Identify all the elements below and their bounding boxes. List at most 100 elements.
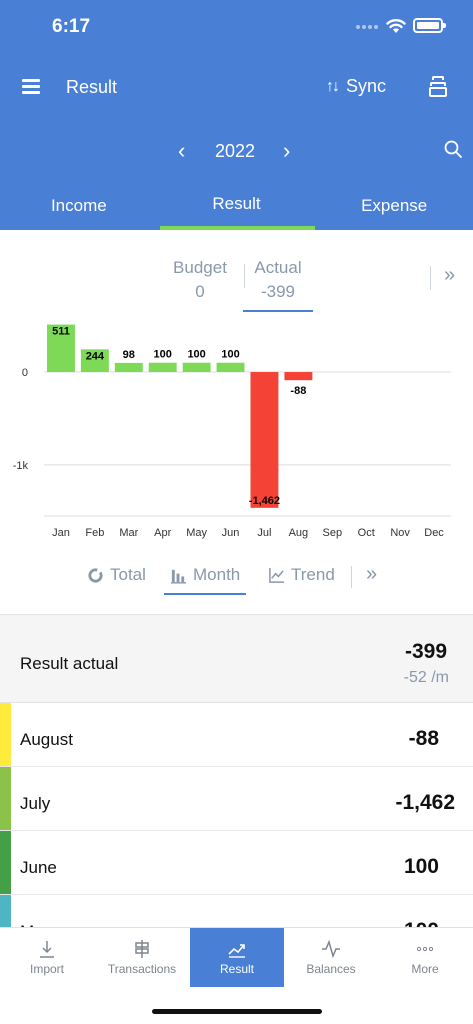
result-summary: Result actual -399 -52 /m (0, 614, 473, 703)
x-tick-label: Nov (390, 527, 410, 539)
tab-result[interactable]: Result (158, 186, 316, 230)
x-tick-label: Jun (222, 527, 240, 539)
data-label: -88 (290, 385, 306, 397)
double-chevron-right-icon[interactable]: » (444, 264, 456, 286)
month-row-june[interactable]: June 100 (0, 831, 473, 895)
x-tick-label: Oct (358, 527, 375, 539)
ellipsis-icon (416, 946, 434, 952)
x-tick-label: May (186, 527, 207, 539)
view-month-option[interactable]: Month (164, 565, 247, 595)
budget-toggle[interactable]: Budget 0 (160, 256, 240, 304)
data-label: 100 (221, 349, 239, 361)
status-time: 6:17 (52, 16, 91, 37)
budget-value: 0 (195, 282, 205, 301)
row-label: August (20, 730, 73, 749)
x-tick-label: Dec (424, 527, 444, 539)
year-label: 2022 (215, 141, 256, 161)
summary-value: -399 (404, 640, 447, 663)
budget-label: Budget (173, 258, 227, 277)
x-tick-label: Feb (85, 527, 104, 539)
month-row-july[interactable]: July -1,462 (0, 767, 473, 831)
tabbar-balances-label: Balances (306, 962, 356, 976)
cellular-signal-icon (356, 25, 380, 31)
tabbar-balances[interactable]: Balances (284, 928, 378, 987)
bar-apr (148, 362, 177, 373)
data-label: 100 (154, 349, 172, 361)
bar-chart-icon (170, 569, 187, 584)
battery-icon (413, 18, 446, 33)
tabbar-transactions-label: Transactions (107, 962, 177, 976)
actual-value: -399 (260, 282, 296, 301)
data-label: 511 (52, 326, 70, 338)
bar-feb (80, 349, 109, 373)
x-tick-label: Jan (52, 527, 70, 539)
toggle-divider (244, 264, 245, 288)
row-value: 100 (403, 855, 439, 878)
y-tick-label: 0 (22, 367, 28, 379)
bottom-tab-bar: Import Transactions Result Balances More (0, 927, 473, 1024)
y-tick-label: -1k (13, 460, 29, 472)
view-total-option[interactable]: Total (87, 565, 146, 585)
wifi-icon (386, 19, 406, 33)
pulse-icon (322, 939, 340, 959)
view-divider (351, 566, 352, 588)
previous-year-chevron-icon[interactable]: ‹ (178, 138, 186, 163)
bar-may (182, 362, 211, 373)
trend-chart-icon (228, 944, 245, 958)
bar-jul (250, 372, 279, 508)
more-divider (430, 266, 431, 290)
home-indicator (152, 1009, 322, 1014)
actual-toggle[interactable]: Actual -399 (243, 256, 313, 312)
data-label: 98 (123, 349, 135, 361)
tab-expense[interactable]: Expense (361, 196, 428, 215)
hamburger-menu-icon[interactable] (22, 79, 40, 94)
bar-jan (47, 324, 75, 373)
tabbar-import[interactable]: Import (0, 928, 94, 987)
row-color-swatch (0, 831, 11, 894)
bar-mar (114, 362, 143, 373)
data-label: 100 (187, 349, 205, 361)
view-trend-label: Trend (291, 565, 335, 584)
x-tick-label: Sep (323, 527, 343, 539)
page-title: Result (66, 77, 118, 97)
tabbar-result[interactable]: Result (190, 928, 284, 987)
row-value: -1,462 (395, 791, 455, 814)
sync-button[interactable]: ↑↓ Sync (326, 76, 386, 97)
tabbar-more[interactable]: More (378, 928, 472, 987)
month-row-august[interactable]: August -88 (0, 703, 473, 767)
x-tick-label: Mar (119, 527, 138, 539)
x-tick-label: Jul (257, 527, 271, 539)
search-icon[interactable] (444, 140, 462, 158)
data-label: -1,462 (249, 495, 280, 507)
bar-jun (216, 362, 245, 373)
bar-aug (284, 372, 313, 381)
tabbar-transactions[interactable]: Transactions (95, 928, 189, 987)
tabbar-result-label: Result (219, 962, 254, 976)
summary-monthly-average: -52 /m (403, 669, 449, 686)
row-color-swatch (0, 703, 11, 766)
app-header: 6:17 Result ↑↓ Sync ‹ 2022 › Income Resu… (0, 0, 473, 230)
tab-income[interactable]: Income (50, 196, 107, 215)
monthly-result-bar-chart: 0 -1k Jan 511 Feb 244 Mar 98 Apr 100 May 100 Jun 100 J… (13, 324, 451, 539)
row-color-swatch (0, 767, 11, 830)
sync-arrows-icon: ↑↓ (326, 77, 340, 95)
row-color-swatch (0, 895, 11, 958)
sync-label: Sync (346, 76, 387, 96)
row-label: July (20, 794, 51, 813)
tabbar-more-label: More (411, 962, 439, 976)
view-more-chevron-icon[interactable]: » (366, 563, 378, 585)
view-total-label: Total (110, 565, 146, 584)
row-label: June (20, 858, 57, 877)
data-label: 244 (86, 350, 105, 362)
row-value: -88 (408, 727, 439, 750)
line-chart-icon (269, 567, 285, 583)
layers-icon[interactable] (429, 76, 447, 98)
pie-chart-icon (88, 567, 103, 583)
view-trend-option[interactable]: Trend (268, 565, 335, 585)
x-tick-label: Apr (154, 527, 171, 539)
next-year-chevron-icon[interactable]: › (283, 138, 291, 163)
signpost-icon (135, 940, 149, 958)
view-month-label: Month (193, 565, 241, 584)
actual-label: Actual (254, 258, 302, 277)
x-tick-label: Aug (289, 527, 309, 539)
